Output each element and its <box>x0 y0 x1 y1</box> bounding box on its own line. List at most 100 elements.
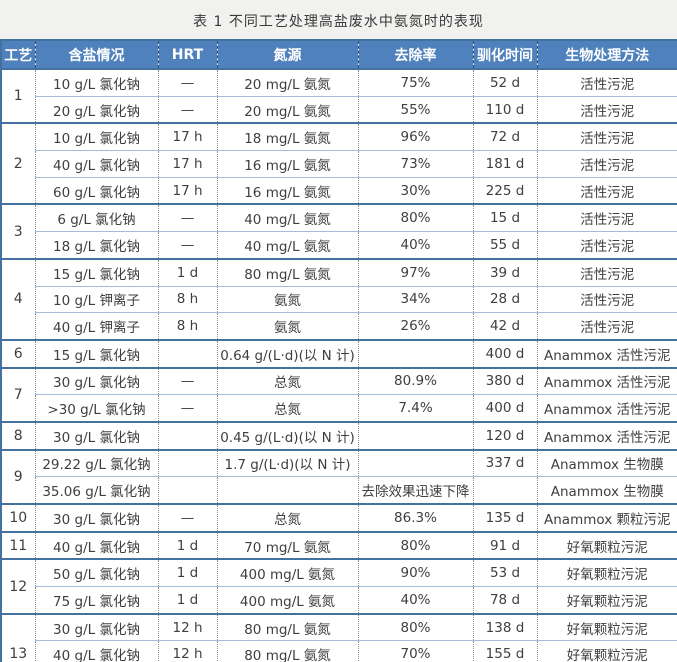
table-cell: 17 h <box>157 122 217 151</box>
process-number-cell: 6 <box>1 338 35 368</box>
table-cell: 80.9% <box>357 366 473 395</box>
table-cell: 400 d <box>472 394 537 422</box>
table-cell: 120 d <box>472 420 537 450</box>
table-cell: 好氧颗粒污泥 <box>536 558 677 587</box>
table-row: 60 g/L 氯化钠 17 h 16 mg/L 氨氮 30% 225 d 活性污泥 <box>1 176 677 205</box>
table-cell: 110 d <box>472 95 537 124</box>
table-row: 40 g/L 氯化钠 17 h 16 mg/L 氨氮 73% 181 d 活性污泥 <box>1 150 677 178</box>
table-cell: 20 mg/L 氨氮 <box>216 67 358 97</box>
table-cell <box>472 476 537 504</box>
table-cell: 39 d <box>472 257 537 286</box>
table-cell: 40% <box>357 586 473 614</box>
column-header-4: 去除率 <box>357 40 473 70</box>
column-header-3: 氮源 <box>216 40 358 70</box>
table-cell: 1 d <box>157 257 217 286</box>
header-row: 工艺 含盐情况 HRT 氮源 去除率 驯化时间 生物处理方法 <box>1 40 677 70</box>
table-cell: 29.22 g/L 氯化钠 <box>34 448 158 477</box>
table-cell: 总氮 <box>216 366 358 395</box>
table-cell: 55% <box>357 95 473 124</box>
table-cell: 1 d <box>157 558 217 587</box>
table-row: 40 g/L 氯化钠 12 h 80 mg/L 氨氮 70% 155 d 好氧颗粒污泥 <box>1 640 677 662</box>
table-cell: — <box>157 503 217 532</box>
table-cell: 75% <box>357 67 473 97</box>
process-number-cell: 10 <box>1 503 35 532</box>
table-cell: 好氧颗粒污泥 <box>536 586 677 614</box>
table-cell <box>357 338 473 368</box>
table-cell: 17 h <box>157 176 217 205</box>
table-cell: 52 d <box>472 67 537 97</box>
table-cell: — <box>157 231 217 259</box>
table-cell: 30 g/L 氯化钠 <box>34 420 158 450</box>
table-cell: 181 d <box>472 150 537 178</box>
table-cell: 40 g/L 氯化钠 <box>34 640 158 662</box>
table-cell <box>157 420 217 450</box>
table-cell: 400 mg/L 氨氮 <box>216 586 358 614</box>
table-cell: Anammox 颗粒污泥 <box>536 503 677 532</box>
table-cell: 20 mg/L 氨氮 <box>216 95 358 124</box>
table-cell: >30 g/L 氯化钠 <box>34 394 158 422</box>
table-cell: 18 mg/L 氨氮 <box>216 122 358 151</box>
table-cell: — <box>157 67 217 97</box>
process-comparison-table: 工艺 含盐情况 HRT 氮源 去除率 驯化时间 生物处理方法 1 10 g/L 氯化钠 —20 … <box>0 39 677 662</box>
table-cell: 6 g/L 氯化钠 <box>34 203 158 232</box>
table-cell <box>357 420 473 450</box>
table-cell <box>216 476 358 504</box>
table-row: 4 15 g/L 氯化钠 1 d 80 mg/L 氨氮 97% 39 d 活性污泥 <box>1 257 677 340</box>
table-cell: 活性污泥 <box>536 67 677 97</box>
table-cell: Anammox 生物膜 <box>536 448 677 477</box>
column-header-5: 驯化时间 <box>472 40 537 70</box>
table-cell: Anammox 活性污泥 <box>536 338 677 368</box>
table-cell <box>157 476 217 504</box>
table-cell: 活性污泥 <box>536 95 677 124</box>
table-cell: 400 d <box>472 338 537 368</box>
table-cell: 1.7 g/(L·d)(以 N 计) <box>216 448 358 477</box>
table-cell: 60 g/L 氯化钠 <box>34 176 158 205</box>
table-row: 40 g/L 钾离子 8 h 氨氮 26% 42 d 活性污泥 <box>1 312 677 340</box>
process-number-cell: 4 <box>1 257 35 340</box>
table-cell: 97% <box>357 257 473 286</box>
table-row: 11 40 g/L 氯化钠 1 d 70 mg/L 氨氮 80% 91 d 好氧颗粒污泥 <box>1 530 677 560</box>
table-cell: 96% <box>357 122 473 151</box>
table-cell: 53 d <box>472 558 537 587</box>
table-cell: 15 d <box>472 203 537 232</box>
table-cell: 80% <box>357 612 473 641</box>
table-cell: 380 d <box>472 366 537 395</box>
table-cell: 活性污泥 <box>536 203 677 232</box>
table-cell: 总氮 <box>216 503 358 532</box>
table-cell: Anammox 活性污泥 <box>536 394 677 422</box>
table-cell: 活性污泥 <box>536 312 677 340</box>
table-cell: 135 d <box>472 503 537 532</box>
table-row: >30 g/L 氯化钠 — 总氮 7.4% 400 d Anammox 活性污泥 <box>1 394 677 422</box>
table-cell: 7.4% <box>357 394 473 422</box>
column-header-6: 生物处理方法 <box>536 40 677 70</box>
table-cell: 1 d <box>157 586 217 614</box>
table-cell: 氨氮 <box>216 285 358 313</box>
table-cell: 8 h <box>157 285 217 313</box>
table-cell: 15 g/L 氯化钠 <box>34 257 158 286</box>
table-cell: 30 g/L 氯化钠 <box>34 503 158 532</box>
process-number-cell: 7 <box>1 366 35 422</box>
table-body: 1 10 g/L 氯化钠 —20 mg/L 氨氮 75% 52 d 活性污泥 20 g/L … <box>1 67 677 662</box>
process-number-cell: 3 <box>1 203 35 259</box>
table-row: 12 50 g/L 氯化钠 1 d 400 mg/L 氨氮 90% 53 d 好氧颗粒污泥 <box>1 558 677 614</box>
table-cell: 16 mg/L 氨氮 <box>216 176 358 205</box>
table-cell: 337 d <box>472 448 537 477</box>
table-cell: 138 d <box>472 612 537 641</box>
table-cell: 去除效果迅速下降 <box>357 476 473 504</box>
process-number-cell: 8 <box>1 420 35 450</box>
table-cell: 90% <box>357 558 473 587</box>
table-cell: 12 h <box>157 612 217 641</box>
table-cell: 活性污泥 <box>536 122 677 151</box>
table-cell: 70 mg/L 氨氮 <box>216 530 358 560</box>
table-cell: 80% <box>357 530 473 560</box>
table-row: 9 29.22 g/L 氯化钠 1.7 g/(L·d)(以 N 计) 337 d Ana… <box>1 448 677 504</box>
table-cell: 8 h <box>157 312 217 340</box>
table-caption: 表 1 不同工艺处理高盐废水中氨氮时的表现 <box>193 14 484 30</box>
table-row: 1 10 g/L 氯化钠 —20 mg/L 氨氮 75% 52 d 活性污泥 <box>1 67 677 124</box>
table-cell: 40% <box>357 231 473 259</box>
table-cell: 活性污泥 <box>536 176 677 205</box>
table-cell: 35.06 g/L 氯化钠 <box>34 476 158 504</box>
table-cell: 30 g/L 氯化钠 <box>34 612 158 641</box>
table-cell: 18 g/L 氯化钠 <box>34 231 158 259</box>
